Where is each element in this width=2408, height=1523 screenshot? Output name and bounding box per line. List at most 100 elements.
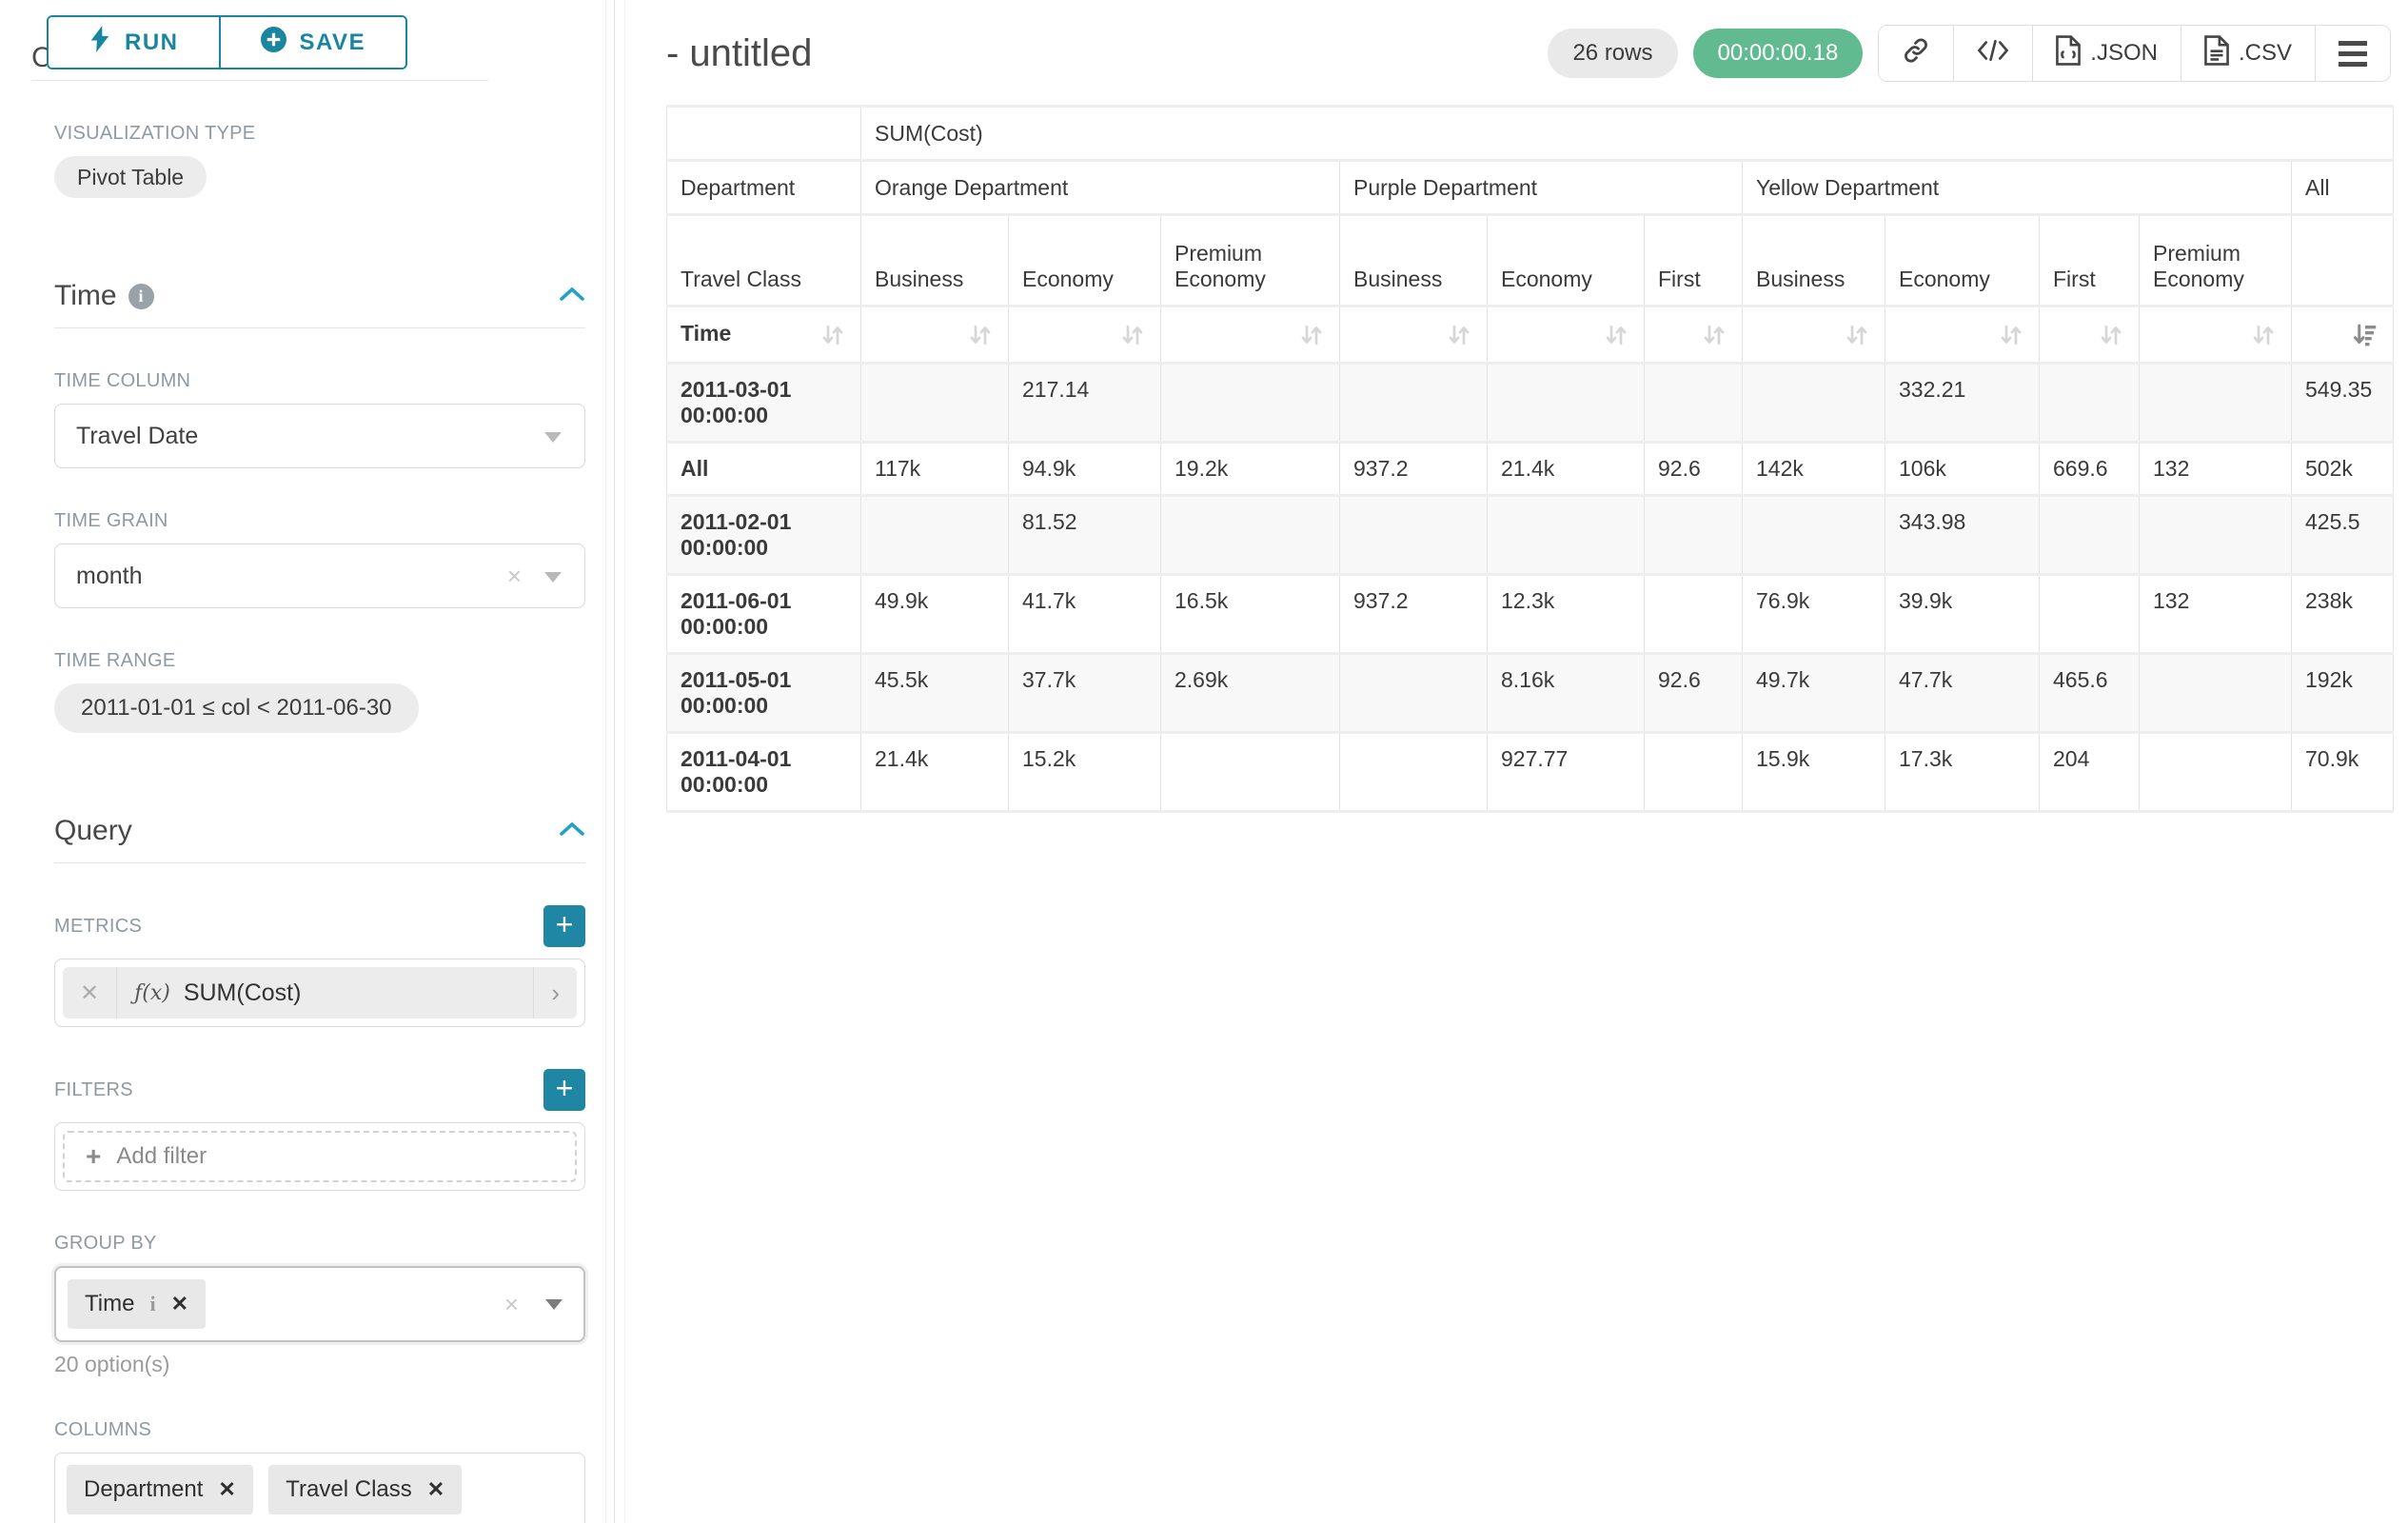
pivot-cell: 937.2 [1339,573,1488,654]
table-row: 2011-06-01 00:00:00 49.9k 41.7k 16.5k 937.2 1… [666,573,2395,654]
add-filter-label: Add filter [116,1143,207,1169]
pivot-sort-cell[interactable] [1885,305,2040,364]
pivot-cell: 132 [2139,573,2292,654]
pivot-row-label: 2011-04-01 00:00:00 [666,731,861,813]
metric-name: SUM(Cost) [183,979,302,1006]
pivot-cell: 465.6 [2039,652,2140,733]
pivot-subheader: First [1644,213,1743,307]
add-filter-button[interactable]: + Add filter [63,1131,577,1182]
filters-label: FILTERS [54,1078,133,1100]
pivot-cell [1742,494,1885,575]
info-icon[interactable]: i [128,283,154,309]
group-by-label: GROUP BY [54,1233,157,1254]
export-json-button[interactable]: .JSON [2032,26,2181,81]
pivot-cell [860,494,1009,575]
tag-label: Time [85,1291,135,1316]
metric-pill[interactable]: ✕ ƒ(x) SUM(Cost) › [63,967,577,1019]
time-range-pill[interactable]: 2011-01-01 ≤ col < 2011-06-30 [54,683,419,733]
add-metric-button[interactable]: + [543,905,585,947]
pivot-row-label: 2011-02-01 00:00:00 [666,494,861,575]
pivot-sort-cell[interactable] [1008,305,1161,364]
info-icon[interactable]: i [149,1292,156,1315]
pivot-sort-cell[interactable] [1339,305,1488,364]
control-panel: Chart Type RUN SAVE VISUALI [0,0,615,1523]
pivot-cell: 94.9k [1008,441,1161,496]
columns-select[interactable]: Department ✕ Travel Class ✕ × [54,1453,585,1523]
pivot-cell [1644,731,1743,813]
pivot-sort-cell[interactable] [2290,305,2395,364]
pivot-cell [1339,362,1488,443]
pivot-cell: 49.7k [1742,652,1885,733]
viz-type-pill[interactable]: Pivot Table [54,156,207,198]
menu-button[interactable] [2315,26,2390,81]
columns-tag-travel-class[interactable]: Travel Class ✕ [268,1465,463,1514]
columns-tag-department[interactable]: Department ✕ [67,1465,253,1514]
action-button-row: RUN SAVE [47,0,585,76]
pivot-cell: 332.21 [1885,362,2040,443]
csv-label: .CSV [2238,40,2292,66]
group-by-select[interactable]: Time i ✕ × [54,1266,585,1342]
pivot-cell: 937.2 [1339,441,1488,496]
export-toolbar: .JSON .CSV [1878,25,2391,82]
pivot-sort-cell[interactable] [860,305,1009,364]
chart-header: - untitled 26 rows 00:00:00.18 [615,0,2408,91]
pivot-cell [2139,731,2292,813]
pivot-cell [2139,652,2292,733]
save-button[interactable]: SAVE [218,17,406,68]
group-by-tag-time[interactable]: Time i ✕ [68,1279,207,1329]
pivot-cell: 19.2k [1160,441,1340,496]
pivot-sort-cell[interactable] [1644,305,1743,364]
remove-tag-icon[interactable]: ✕ [218,1477,236,1501]
pivot-sort-time-cell[interactable]: Time [666,305,861,364]
chevron-right-icon[interactable]: › [533,967,577,1019]
pivot-corner-cell [666,105,861,161]
pivot-col-group: All [2290,159,2395,215]
chevron-up-icon[interactable] [559,286,585,307]
sort-icon [1997,321,2025,349]
pivot-cell: 21.4k [1487,441,1645,496]
pivot-sort-cell[interactable] [1487,305,1645,364]
add-filter-plus-button[interactable]: + [543,1069,585,1111]
link-icon [1902,36,1930,71]
pivot-sort-cell[interactable] [2139,305,2292,364]
chevron-down-icon [544,432,562,443]
pivot-cell: 549.35 [2290,362,2395,443]
pivot-cell: 92.6 [1644,441,1743,496]
embed-code-button[interactable] [1953,26,2033,81]
time-grain-value: month [76,562,143,589]
pivot-cell: 41.7k [1008,573,1161,654]
pivot-cell: 343.98 [1885,494,2040,575]
divider [54,327,585,328]
pivot-cell: 39.9k [1885,573,2040,654]
time-column-select[interactable]: Travel Date [54,404,585,468]
pivot-dim-travel-class: Travel Class [666,213,861,307]
clear-icon[interactable]: × [503,1290,519,1318]
pivot-cell: 12.3k [1487,573,1645,654]
page-title[interactable]: - untitled [666,31,813,74]
pivot-sort-cell[interactable] [2039,305,2140,364]
time-grain-select[interactable]: month × [54,544,585,608]
pivot-cell [1339,494,1488,575]
remove-tag-icon[interactable]: ✕ [426,1477,445,1501]
pivot-table: SUM(Cost) Department Orange Department Purp… [666,105,2395,813]
pivot-sort-cell[interactable] [1742,305,1885,364]
clear-icon[interactable]: × [506,562,522,590]
save-button-label: SAVE [299,29,366,55]
plus-icon: + [86,1141,102,1171]
json-label: .JSON [2090,40,2158,66]
divider [54,862,585,863]
copy-link-button[interactable] [1879,26,1954,81]
function-icon: ƒ(x) [134,980,170,1005]
query-section-header: Query [54,815,585,847]
run-button[interactable]: RUN [49,17,219,68]
remove-tag-icon[interactable]: ✕ [170,1292,189,1315]
pivot-cell: 117k [860,441,1009,496]
chevron-down-icon[interactable] [545,1298,563,1310]
export-csv-button[interactable]: .CSV [2180,26,2315,81]
pivot-cell: 425.5 [2290,494,2395,575]
run-button-label: RUN [125,29,179,55]
chevron-up-icon[interactable] [559,821,585,842]
pivot-sort-cell[interactable] [1160,305,1340,364]
group-by-options-count: 20 option(s) [54,1352,170,1376]
remove-metric-icon[interactable]: ✕ [63,967,118,1019]
